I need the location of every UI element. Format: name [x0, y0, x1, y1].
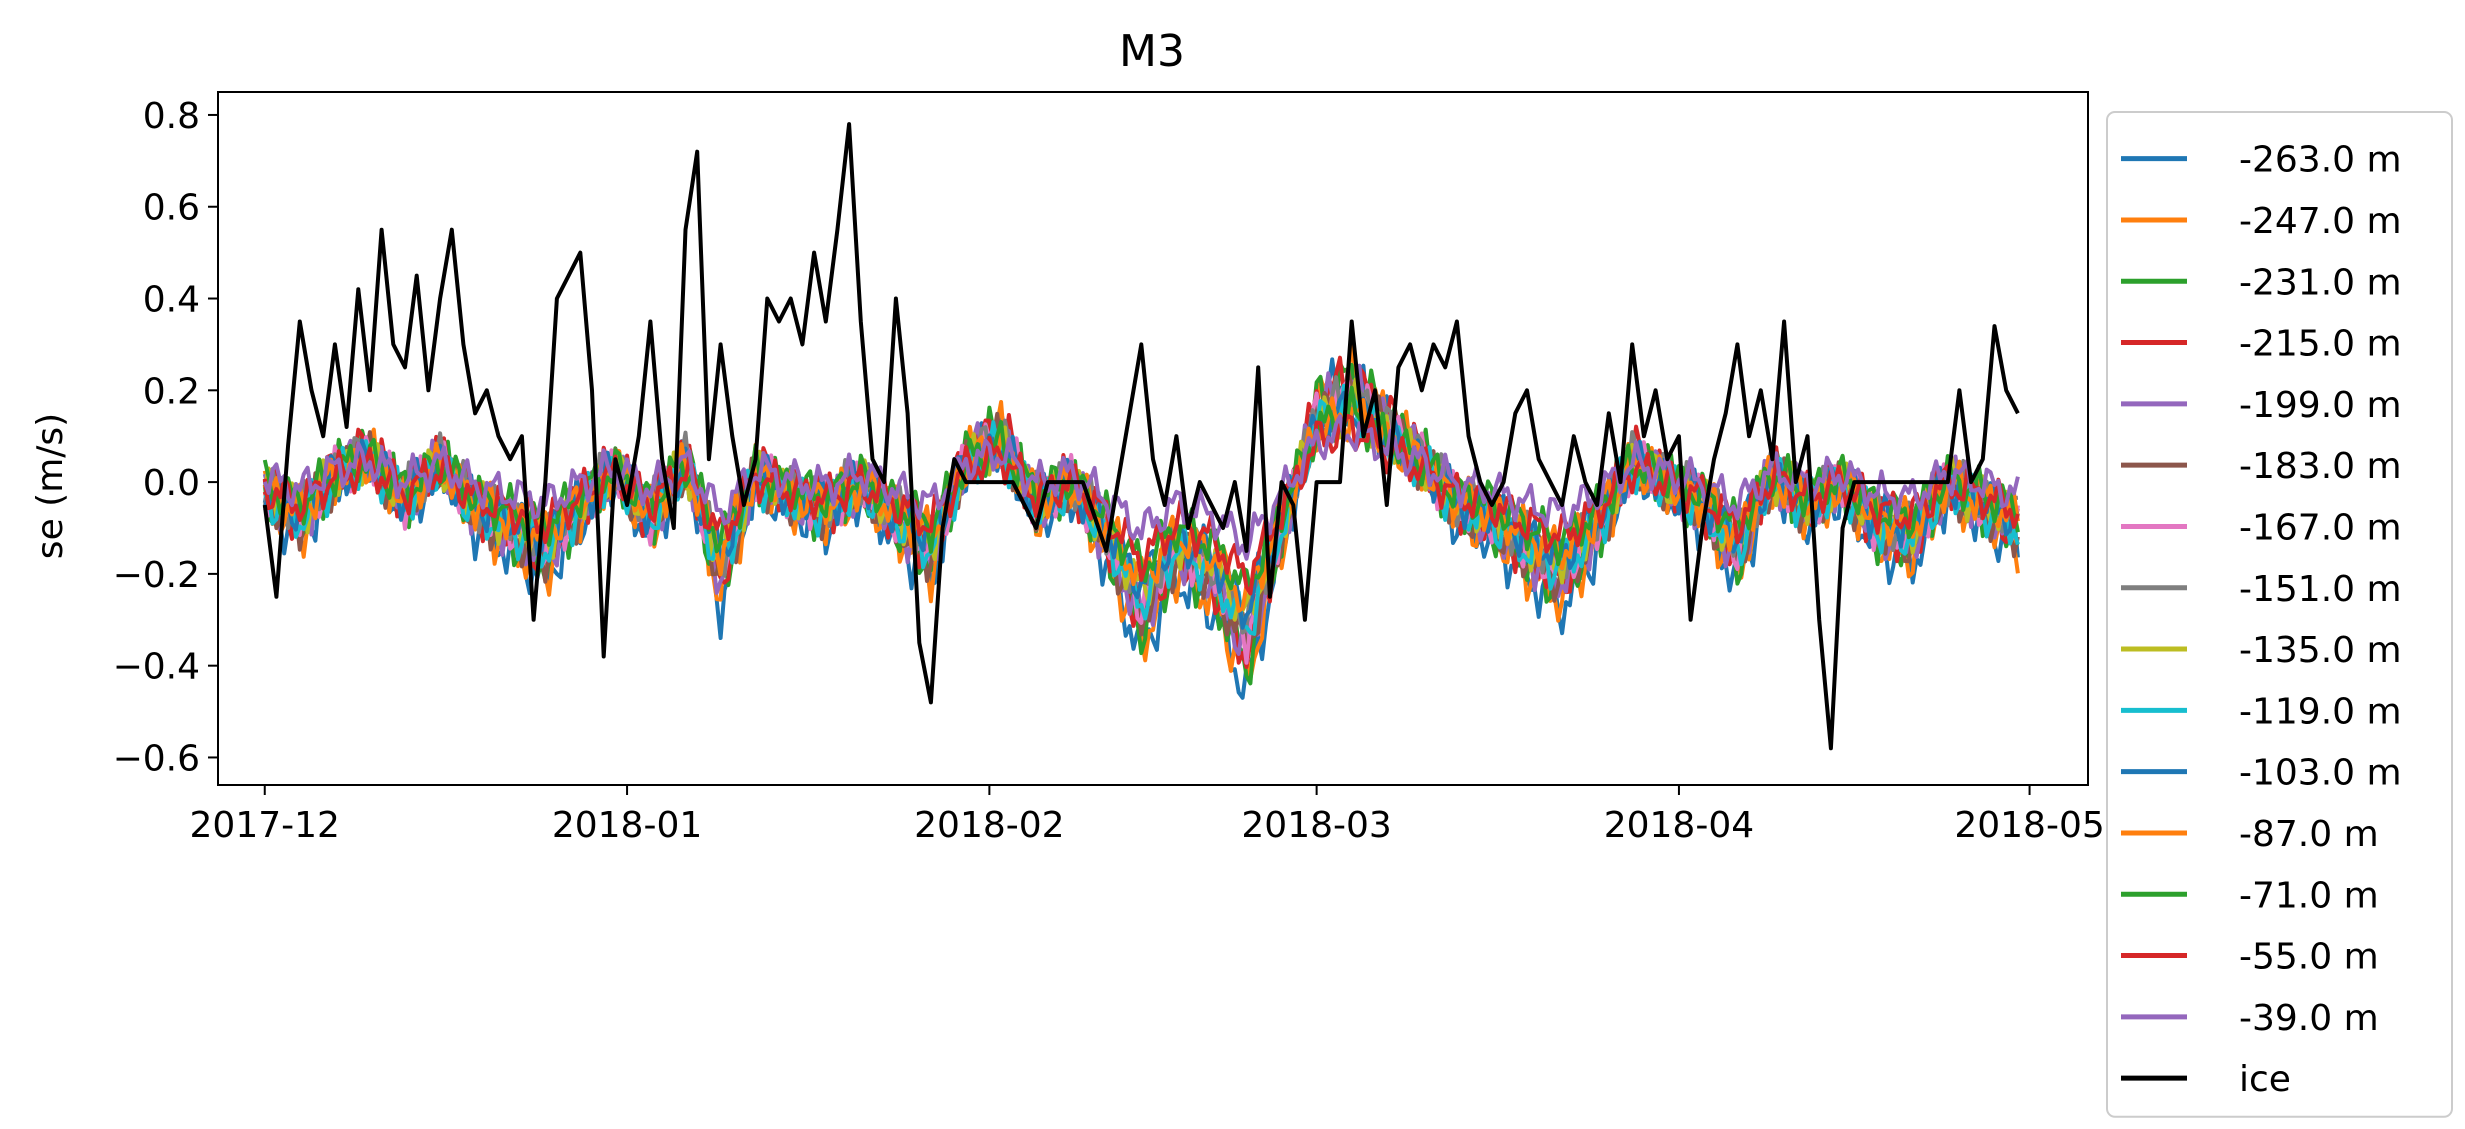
legend-box	[2106, 111, 2453, 1118]
x-tick-label: 2018-02	[914, 805, 1064, 846]
plot-lines	[262, 122, 2020, 751]
legend-label: ice	[2239, 1059, 2291, 1100]
legend-label: -263.0 m	[2239, 140, 2402, 181]
legend: -263.0 m -247.0 m -231.0 m -215.0 m -199.0 m…	[2106, 111, 2453, 1118]
legend-label: -87.0 m	[2239, 814, 2379, 855]
x-tick-label: 2018-01	[552, 805, 702, 846]
legend-label: -215.0 m	[2239, 324, 2402, 365]
legend-label: -167.0 m	[2239, 507, 2402, 548]
legend-label: -119.0 m	[2239, 691, 2402, 732]
legend-label: -231.0 m	[2239, 262, 2402, 303]
y-tick-label: −0.6	[113, 738, 200, 779]
x-tick-label: 2018-04	[1604, 805, 1754, 846]
x-tick-label: 2017-12	[190, 805, 340, 846]
legend-label: -135.0 m	[2239, 630, 2402, 671]
legend-label: -247.0 m	[2239, 201, 2402, 242]
y-axis: 0.8 0.6 0.4 0.2 0.0 −0.2 −0.4 −0.6	[113, 96, 218, 779]
series-line	[262, 414, 2020, 561]
legend-label: -199.0 m	[2239, 385, 2402, 426]
x-axis: 2017-12 2018-01 2018-02 2018-03 2018-04 2018-…	[190, 785, 2105, 846]
legend-label: -39.0 m	[2239, 998, 2379, 1039]
y-tick-label: −0.2	[113, 555, 200, 596]
series-line	[262, 385, 2020, 593]
legend-label: -151.0 m	[2239, 569, 2402, 610]
y-tick-label: 0.0	[143, 463, 200, 504]
y-axis-label: se (m/s)	[30, 413, 71, 559]
chart-title: M3	[1119, 26, 1185, 77]
y-tick-label: −0.4	[113, 647, 200, 688]
legend-label: -71.0 m	[2239, 875, 2379, 916]
x-tick-label: 2018-05	[1954, 805, 2104, 846]
y-tick-label: 0.2	[143, 371, 200, 412]
legend-label: -103.0 m	[2239, 753, 2402, 794]
y-tick-label: 0.8	[143, 96, 200, 137]
ice-line	[262, 122, 2020, 751]
y-tick-label: 0.6	[143, 188, 200, 229]
y-tick-label: 0.4	[143, 280, 200, 321]
x-tick-label: 2018-03	[1241, 805, 1391, 846]
legend-label: -183.0 m	[2239, 446, 2402, 487]
plot-frame	[217, 91, 2089, 786]
legend-label: -55.0 m	[2239, 937, 2379, 978]
